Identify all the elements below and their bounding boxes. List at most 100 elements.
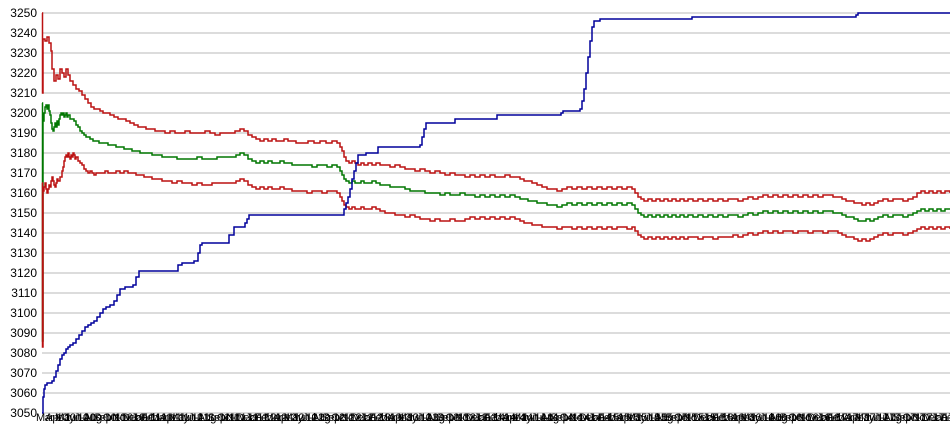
y-tick-label: 3100 — [10, 306, 37, 320]
x-axis-label: Jul-11 — [188, 412, 215, 424]
y-tick-label: 3190 — [10, 126, 37, 140]
y-tick-label: 3070 — [10, 366, 37, 380]
x-axis-label: Feb-14 — [483, 412, 516, 424]
x-axis-label: Jan-17 — [816, 412, 848, 424]
x-axis-label: Aug-15 — [654, 412, 688, 424]
x-axis-label: Aug-17 — [883, 412, 916, 424]
y-tick-label: 3110 — [11, 286, 37, 300]
x-axis-label: Aug-12 — [312, 412, 345, 424]
y-tick-label: 3200 — [10, 106, 37, 120]
x-axis-label: Jul-15 — [645, 412, 673, 424]
x-axis-label: Dec-15 — [692, 412, 726, 424]
x-axis-label: May-17 — [854, 412, 889, 424]
x-axis-label: Oct-13 — [445, 412, 476, 424]
x-axis-label: May-14 — [512, 412, 546, 424]
series-line-green_mid — [41, 102, 950, 342]
x-axis-label: Jan-12 — [245, 412, 277, 424]
x-axis-label: Sep-15 — [664, 412, 697, 424]
y-tick-label: 3150 — [10, 206, 37, 220]
x-axis-label: Apr-15 — [616, 412, 648, 424]
x-axis-label: May-13 — [397, 412, 432, 424]
x-axis-label: Aug-10 — [83, 412, 117, 424]
x-axis-label: Jul-17 — [873, 412, 901, 424]
x-axis-label: May-10 — [55, 412, 89, 424]
x-axis-label: Nov-15 — [683, 412, 716, 424]
x-axis-label: Mar-16 — [721, 412, 754, 424]
x-axis-label: Oct-12 — [331, 412, 362, 424]
x-axis-label: Apr-14 — [502, 412, 534, 424]
x-axis-label: Feb-17 — [826, 412, 859, 424]
x-axis-label: Jun-11 — [178, 412, 209, 424]
x-axis-label: Feb-11 — [140, 412, 173, 424]
x-axis-label: Sep-12 — [321, 412, 355, 424]
x-axis-label: Feb-16 — [711, 412, 744, 424]
x-axis-label: Aug-13 — [426, 412, 459, 424]
x-axis-label: Sep-16 — [778, 412, 812, 424]
x-axis-label: Oct-14 — [559, 412, 591, 424]
x-axis-label: May-16 — [740, 412, 775, 424]
x-axis-label: Feb-13 — [369, 412, 402, 424]
x-axis-label: Jan-15 — [588, 412, 619, 424]
x-axis-label: Apr-17 — [845, 412, 876, 424]
x-axis-label: Aug-16 — [769, 412, 802, 424]
x-axis-label: Jan-16 — [702, 412, 734, 424]
x-axis-label: May-12 — [283, 412, 318, 424]
y-tick-label: 3060 — [10, 386, 37, 400]
x-axis-label: Nov-16 — [797, 412, 831, 424]
x-axis-label: Mar-15 — [607, 412, 640, 424]
series-line-red_upper — [41, 12, 950, 206]
x-axis-label: Jan-14 — [473, 412, 505, 424]
y-tick-label: 3140 — [10, 226, 37, 240]
y-tick-label: 3130 — [10, 246, 37, 260]
x-axis-label: Sep-11 — [207, 412, 240, 424]
x-axis-label: Apr-11 — [159, 412, 190, 424]
x-axis-label: Jun-17 — [864, 412, 895, 424]
x-axis-label: May-11 — [169, 412, 203, 424]
x-axis-label: Jul-10 — [74, 412, 102, 424]
x-axis-label: Nov-14 — [569, 412, 602, 424]
x-axis-label: Oct-16 — [788, 412, 819, 424]
x-axis-label: Sep-13 — [435, 412, 469, 424]
x-axis-label: Apr-13 — [388, 412, 419, 424]
x-axis-label: Apr-16 — [731, 412, 762, 424]
y-tick-label: 3220 — [10, 66, 37, 80]
x-axis-label: Jan-13 — [359, 412, 391, 424]
y-tick-label: 3250 — [10, 6, 37, 20]
x-axis-label: Nov-11 — [226, 412, 259, 424]
y-tick-label: 3160 — [10, 186, 37, 200]
x-axis-label: Jun-10 — [64, 412, 96, 424]
x-axis-label: Mar-13 — [378, 412, 411, 424]
x-axis-label: Nov-12 — [340, 412, 374, 424]
x-axis-label: Feb-12 — [254, 412, 287, 424]
x-axis-label: Apr-12 — [274, 412, 305, 424]
x-axis-label: Oct-17 — [902, 412, 933, 424]
x-axis-label: Nov-13 — [454, 412, 488, 424]
x-axis-label: Jun-15 — [635, 412, 667, 424]
x-axis-label: Oct-15 — [673, 412, 705, 424]
x-axis-label: Aug-11 — [197, 412, 230, 424]
x-axis-label: Jul-14 — [531, 412, 559, 424]
x-axis-label: Jun-12 — [293, 412, 324, 424]
x-axis-label: Dec-17 — [921, 412, 950, 424]
x-axis-label: Jun-16 — [750, 412, 781, 424]
x-axis-label: Jul-16 — [759, 412, 787, 424]
x-axis-label: Sep-17 — [892, 412, 926, 424]
x-axis-label: Feb-18 — [940, 412, 950, 424]
x-axis-label: Dec-10 — [121, 412, 155, 424]
x-axis-label: Dec-13 — [464, 412, 497, 424]
x-axis-label: Dec-14 — [578, 412, 612, 424]
y-tick-label: 3210 — [10, 86, 37, 100]
x-axis-label: Jun-13 — [407, 412, 438, 424]
x-axis-label: Jan-11 — [131, 412, 162, 424]
y-tick-label: 3180 — [10, 146, 37, 160]
x-axis-label: Mar-10 — [36, 412, 68, 424]
x-axis-label: May-15 — [626, 412, 660, 424]
x-axis-label: Feb-15 — [597, 412, 630, 424]
x-axis-label: Mar-14 — [493, 412, 525, 424]
x-axis-label: Aug-14 — [540, 412, 574, 424]
x-axis-label: Nov-10 — [112, 412, 145, 424]
y-tick-label: 3240 — [10, 26, 37, 40]
y-tick-label: 3080 — [10, 346, 37, 360]
